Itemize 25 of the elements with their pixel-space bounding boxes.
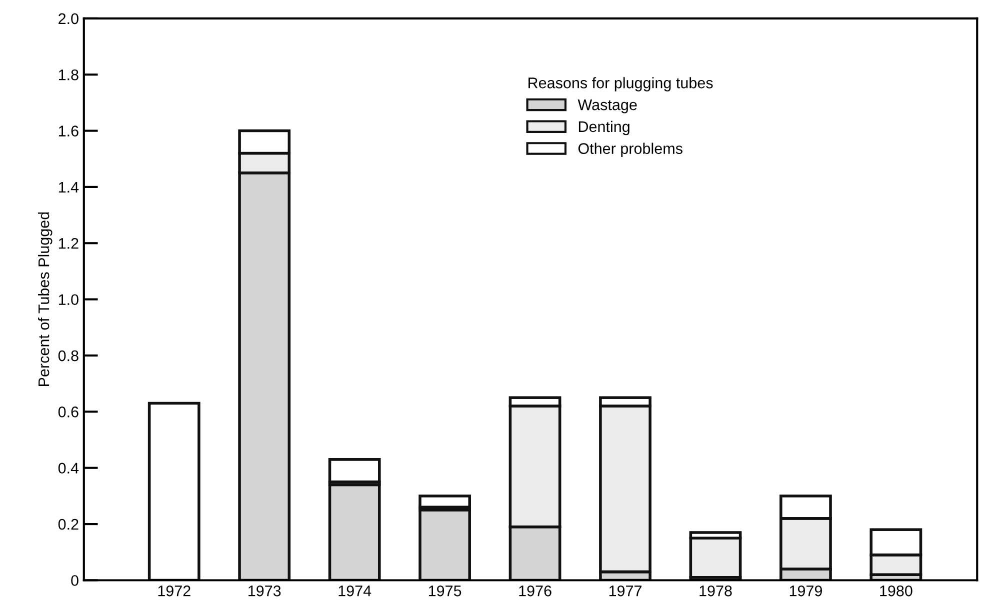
y-tick-label: 0.2 (58, 518, 78, 530)
legend-label: Wastage (578, 100, 637, 114)
x-tick-label: 1977 (609, 585, 642, 596)
y-tick-label: 1.8 (58, 69, 78, 80)
legend-label: Other problems (578, 142, 682, 157)
x-tick-label: 1974 (338, 585, 372, 596)
x-tick-label: 1978 (700, 585, 732, 596)
y-tick-label: 0.8 (58, 350, 78, 362)
y-tick-label: 1.2 (58, 238, 78, 249)
y-tick-label: 0.6 (58, 406, 78, 418)
x-tick-label: 1972 (158, 585, 190, 596)
y-tick-label: 0 (71, 575, 78, 586)
legend-title: Reasons for plugging tubes (528, 77, 713, 92)
x-tick-label: 1979 (790, 585, 822, 596)
y-axis-title: Percent of Tubes Plugged (38, 212, 52, 386)
y-tick-label: 1.0 (58, 294, 78, 306)
y-tick-label: 1.4 (58, 182, 79, 192)
y-tick-label: 2.0 (58, 13, 78, 24)
y-tick-label: 0.4 (58, 462, 79, 474)
legend-label: Denting (578, 120, 630, 136)
x-tick-label: 1975 (428, 585, 462, 596)
y-tick-label: 1.6 (58, 126, 78, 136)
x-tick-label: 1980 (880, 585, 912, 596)
x-tick-label: 1976 (519, 585, 552, 596)
x-tick-label: 1973 (248, 585, 281, 596)
